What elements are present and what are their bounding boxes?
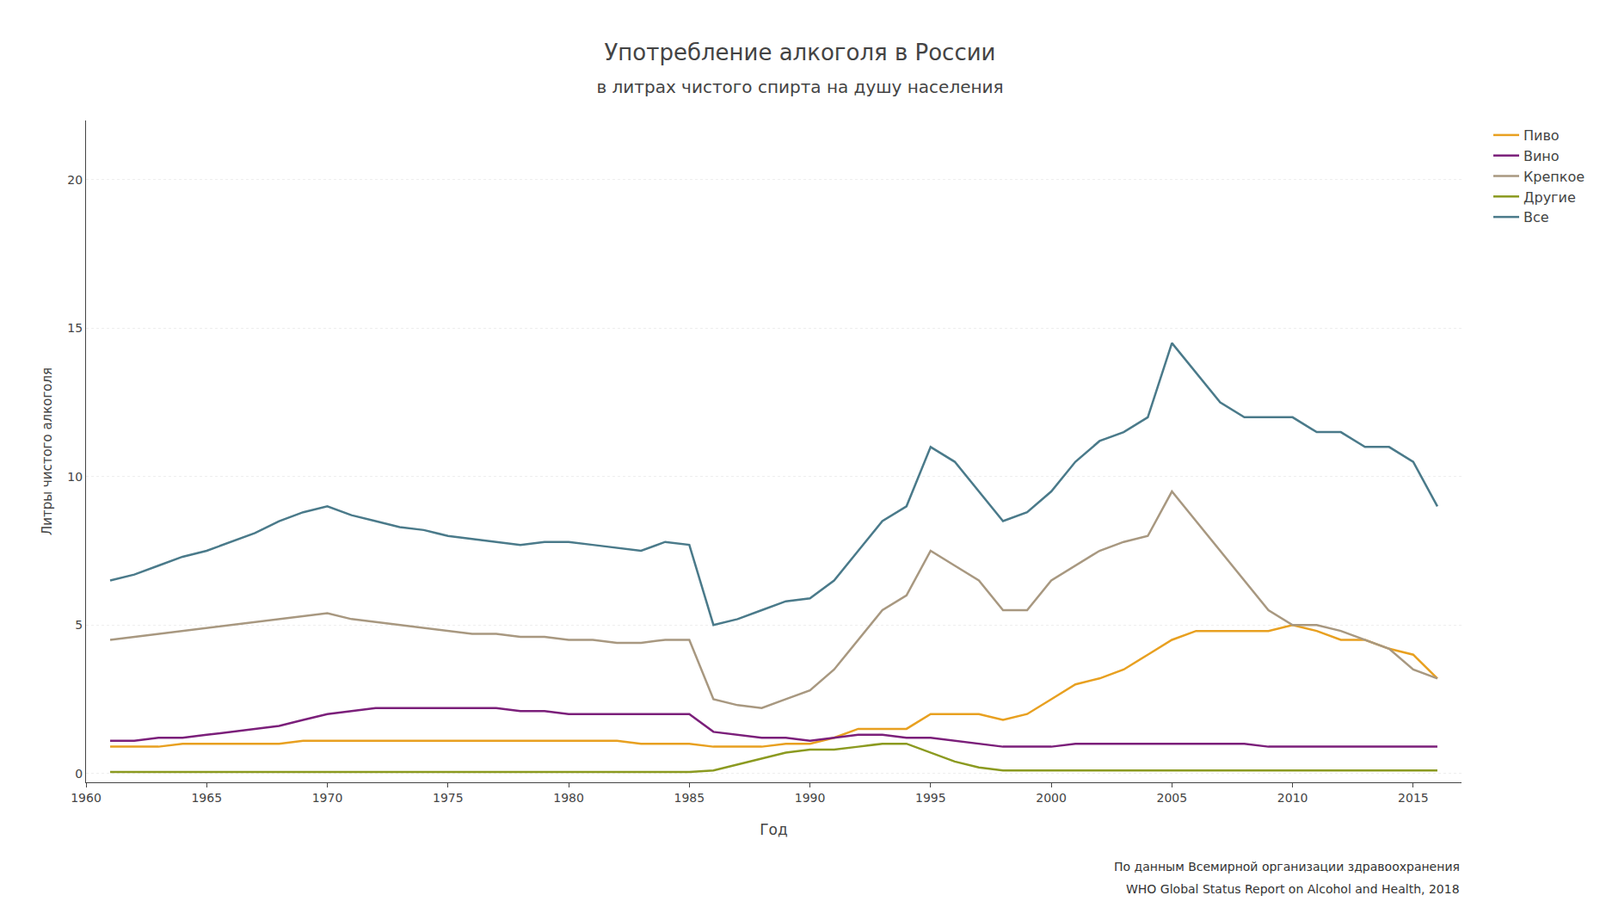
svg-text:1970: 1970 xyxy=(312,790,344,805)
svg-text:Пиво: Пиво xyxy=(1523,127,1560,144)
svg-text:5: 5 xyxy=(74,617,83,632)
svg-text:2015: 2015 xyxy=(1397,790,1429,805)
svg-text:Другие: Другие xyxy=(1523,189,1576,206)
svg-text:1960: 1960 xyxy=(70,790,102,805)
svg-text:Год: Год xyxy=(759,820,788,838)
svg-text:2000: 2000 xyxy=(1035,790,1067,805)
svg-text:1995: 1995 xyxy=(915,790,947,805)
svg-text:1980: 1980 xyxy=(553,790,585,805)
svg-text:1990: 1990 xyxy=(794,790,826,805)
svg-text:Вино: Вино xyxy=(1523,147,1560,165)
svg-text:2010: 2010 xyxy=(1277,790,1309,805)
svg-text:Все: Все xyxy=(1523,209,1550,226)
svg-text:2005: 2005 xyxy=(1156,790,1188,805)
svg-text:в литрах чистого спирта на душ: в литрах чистого спирта на душу населени… xyxy=(596,76,1004,98)
svg-text:WHO Global Status Report on Al: WHO Global Status Report on Alcohol and … xyxy=(1126,881,1460,896)
svg-text:Употребление алкоголя в России: Употребление алкоголя в России xyxy=(603,39,996,66)
svg-text:По данным Всемирной организаци: По данным Всемирной организации здравоох… xyxy=(1113,859,1460,874)
svg-text:1975: 1975 xyxy=(432,790,464,805)
svg-text:0: 0 xyxy=(74,766,83,781)
svg-text:1965: 1965 xyxy=(190,790,222,805)
svg-text:1985: 1985 xyxy=(673,790,705,805)
svg-text:20: 20 xyxy=(67,172,83,187)
svg-text:15: 15 xyxy=(67,320,83,335)
svg-text:Крепкое: Крепкое xyxy=(1523,168,1585,185)
svg-text:Литры чистого алкоголя: Литры чистого алкоголя xyxy=(39,367,56,536)
svg-text:10: 10 xyxy=(67,469,83,484)
